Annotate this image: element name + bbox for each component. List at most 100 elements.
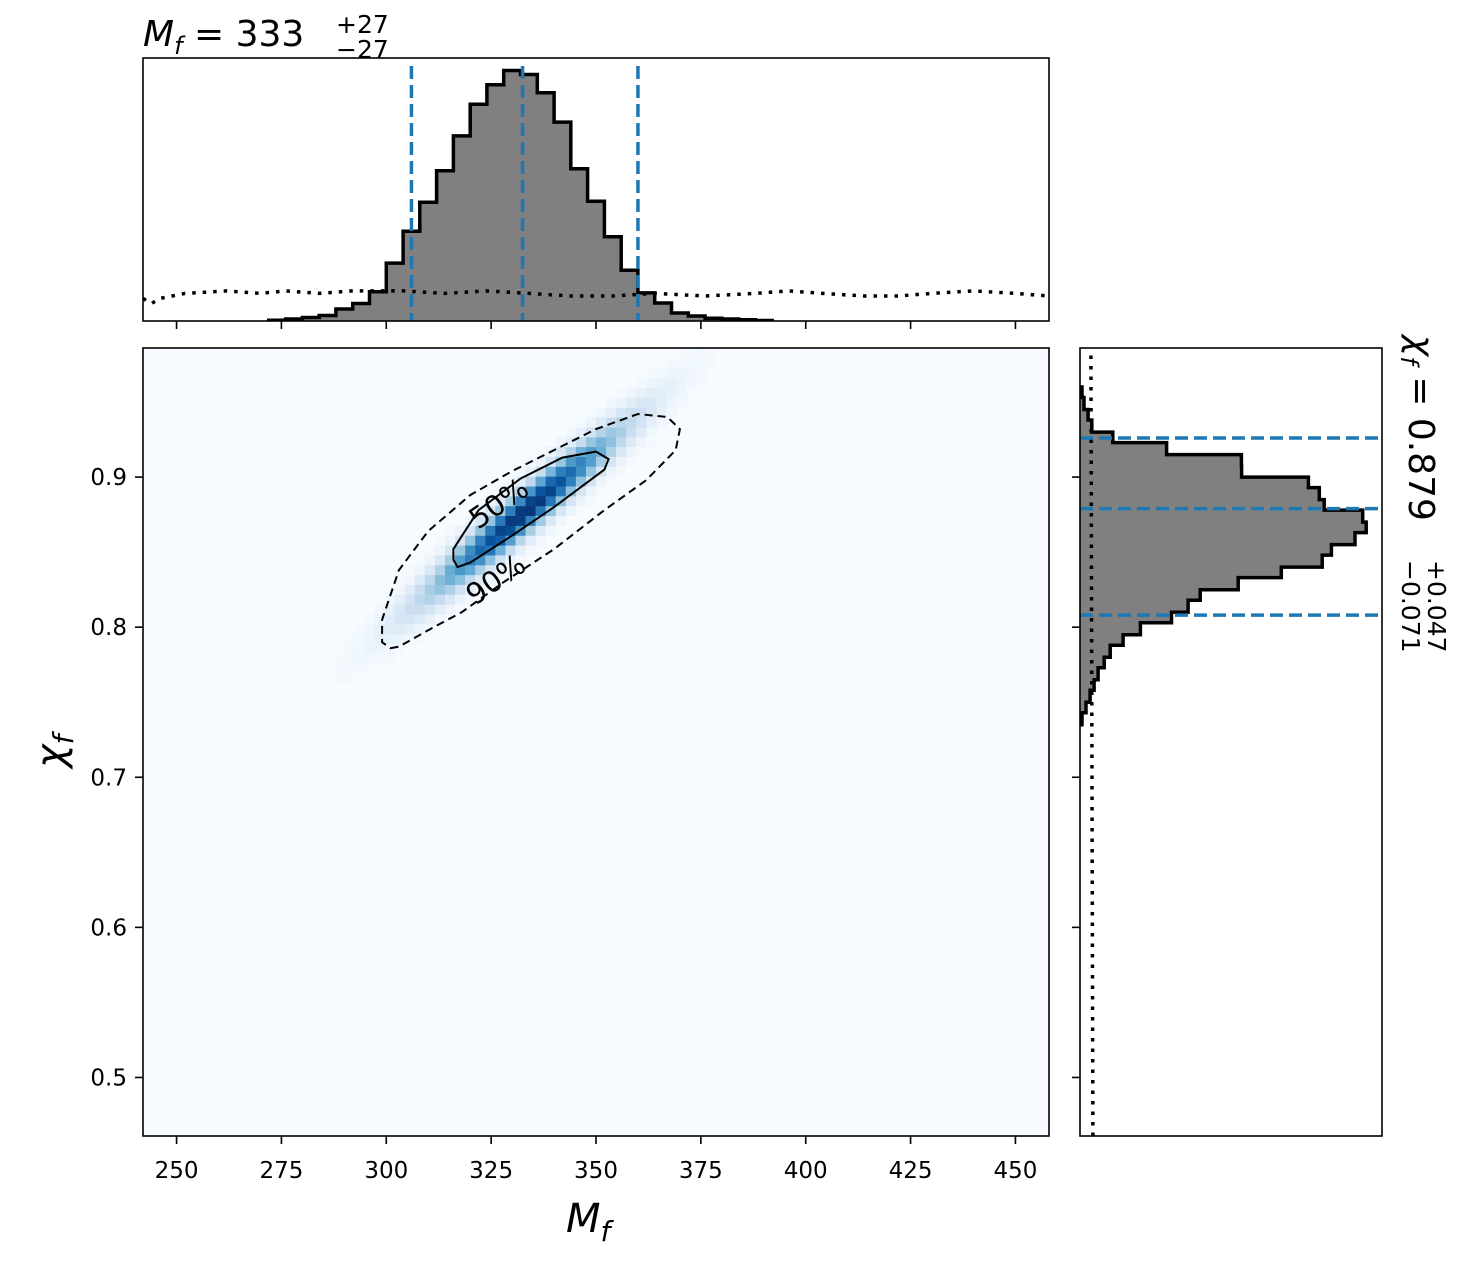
density-cell [455,564,466,576]
density-cell [626,456,637,467]
density-cell [585,456,597,467]
density-cell [616,436,627,448]
density-cell [445,574,456,585]
density-cell [505,545,517,556]
density-cell [676,348,688,359]
y-tick-label: 0.5 [90,1065,127,1091]
density-cell [575,476,587,487]
density-cell [445,545,456,556]
density-cell [636,426,647,438]
density-cell [465,515,476,526]
density-cell [384,653,396,664]
density-cell [495,495,506,507]
density-cell [606,397,617,408]
density-cell [555,485,567,497]
y-axis-label: χf [28,730,80,770]
density-cell [565,436,577,448]
x-tick-label: 250 [155,1158,199,1184]
density-cell [414,613,426,625]
density-cell [646,377,657,388]
density-cell [495,525,506,536]
density-cell [424,545,436,556]
density-cell [515,505,527,517]
density-cell [596,485,607,497]
density-cell [434,574,446,585]
density-cell [525,515,537,526]
density-cell [666,387,678,398]
density-cell [364,653,376,664]
density-cell [585,485,597,497]
density-cell [555,505,567,517]
density-cell [404,613,416,625]
density-cell [596,476,607,487]
density-cell [404,564,416,576]
density-cell [384,594,396,605]
joint-x-ticks: 250 275 300 325 350 375 400 425 450 [155,1136,1037,1184]
density-cell [626,446,637,457]
density-cell [646,367,657,379]
x-tick-label: 400 [784,1158,828,1184]
density-cell [636,387,647,398]
density-cell [384,623,396,635]
density-cell [414,594,426,605]
density-cell [646,407,657,418]
density-cell [394,594,406,605]
density-cell [545,485,557,497]
density-cell [374,613,386,625]
density-cell [535,525,547,536]
density-cell [606,476,617,487]
marginal-x-title-minus: −27 [336,35,389,64]
density-cell [555,436,567,448]
density-cell [364,663,376,674]
density-cell [525,485,537,497]
density-cell [575,495,587,507]
marginal-y-histogram-outline [1080,385,1368,727]
density-cell [616,416,627,428]
joint-y-ticks: 0.5 0.6 0.7 0.8 0.9 [90,465,143,1091]
density-cell [344,633,355,645]
density-cell [445,554,456,566]
density-cell [596,456,607,467]
density-cell [374,643,386,654]
x-tick-label: 350 [574,1158,618,1184]
density-cell [666,357,678,369]
density-cell [535,476,547,487]
density-cell [475,515,486,526]
density-cell [414,623,426,635]
density-cell [696,357,708,369]
density-cell [424,574,436,585]
marginal-x-histogram-fill [268,70,773,321]
density-cell [575,426,587,438]
density-cell [434,604,446,615]
density-cell [445,564,456,576]
density-cell [606,456,617,467]
density-cell [616,397,627,408]
density-cell [515,515,527,526]
density-cell [505,505,517,517]
density-cell [575,456,587,467]
density-cell [585,416,597,428]
density-cell [585,476,597,487]
density-cell [606,466,617,477]
density-cell [565,456,577,467]
density-cell [545,495,557,507]
density-cell [485,515,496,526]
density-cell [374,653,386,664]
density-cell [616,466,627,477]
density-cell [515,545,527,556]
density-cell [384,633,396,645]
density-cell [565,426,577,438]
contour-50-percent [452,450,610,569]
density-cell [596,407,607,418]
density-cell [434,594,446,605]
density-cell [414,574,426,585]
density-cell [666,367,678,379]
density-cell [334,653,345,664]
marginal-x-ticks [175,321,1017,329]
density-cell [424,604,436,615]
density-cell [606,407,617,418]
x-tick-label: 375 [679,1158,723,1184]
joint-panel: 50% 90% 250 275 300 325 350 375 400 425 450 0.50… [28,347,1050,1248]
density-cell [585,466,597,477]
